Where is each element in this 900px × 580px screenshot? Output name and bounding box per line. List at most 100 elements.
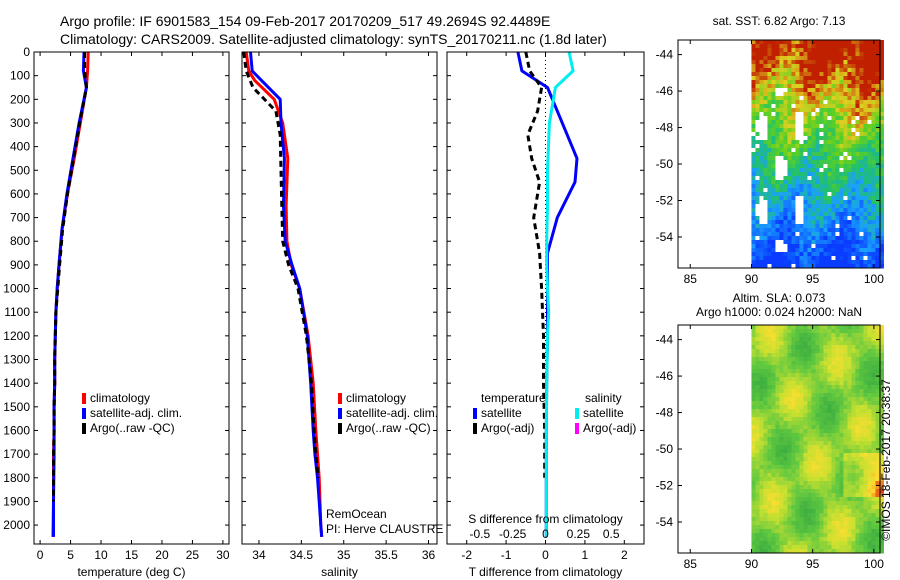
legend-label: Argo(..raw -QC) <box>346 421 431 435</box>
legend-label: satellite-adj. clim. <box>346 406 438 420</box>
legend-marker <box>473 408 477 419</box>
sla-map-title-line-1: Altim. SLA: 0.073 <box>733 291 826 305</box>
legend-label: Argo(-adj) <box>481 421 534 435</box>
x-tick-label: 1 <box>582 548 589 562</box>
sla-map-title-line-2: Argo h1000: 0.024 h2000: NaN <box>696 305 862 319</box>
map-frame <box>677 39 881 269</box>
legend-marker <box>338 393 342 404</box>
plot-frame <box>33 51 230 545</box>
legend-marker <box>338 423 342 434</box>
series-argo-raw-qc- <box>52 52 88 502</box>
series-temperature-argo-adj- <box>524 51 547 478</box>
x-tick-label: 36 <box>422 548 436 562</box>
annotation-line-1: RemOcean <box>326 507 387 521</box>
legend-heading-temperature: temperature <box>481 391 546 405</box>
x-tick-label: 35 <box>337 548 351 562</box>
legend-heading-salinity: salinity <box>585 391 622 405</box>
x-top-tick-label: 0 <box>542 527 549 541</box>
plot-frame <box>241 51 438 545</box>
y-tick-label: 1200 <box>3 329 30 343</box>
legend-marker <box>82 393 86 404</box>
series-argo-raw-qc- <box>242 51 320 478</box>
y-tick-label: -52 <box>656 194 674 208</box>
y-tick-label: 1500 <box>3 400 30 414</box>
x-top-tick-label: 0.25 <box>567 527 591 541</box>
annotation-line-2: PI: Herve CLAUSTRE <box>326 522 443 536</box>
panel-sst-map: 85 90 95 100 -44 -46 -48 -50 -52 -54 sat. SST: 6.8… <box>656 14 885 286</box>
y-tick-label: 700 <box>10 211 30 225</box>
x-tick-label: 95 <box>806 272 820 286</box>
y-tick-label: 1800 <box>3 471 30 485</box>
x-tick-label: 100 <box>864 557 884 571</box>
y-tick-label: 200 <box>10 92 30 106</box>
panel-temperature: 0 5 10 15 20 25 30 temperature (deg C) 0 100 200 30… <box>3 45 230 579</box>
y-tick-label: -50 <box>656 157 674 171</box>
y-tick-label: 400 <box>10 140 30 154</box>
y-tick-label: -48 <box>656 406 674 420</box>
y-tick-label: 1000 <box>3 282 30 296</box>
legend-marker <box>575 408 579 419</box>
legend-marker <box>575 423 579 434</box>
y-tick-label: 0 <box>23 45 30 59</box>
panel-sla-map: 85 90 95 100 -44 -46 -48 -50 -52 -54 Altim. SLA: 0… <box>656 291 885 571</box>
y-tick-label: -54 <box>656 230 674 244</box>
y-tick-label: -48 <box>656 121 674 135</box>
x-tick-label: 2 <box>621 548 628 562</box>
y-tick-label: 100 <box>10 69 30 83</box>
figure-title-line-2: Climatology: CARS2009. Satellite-adjuste… <box>60 31 607 47</box>
y-tick-label: 1400 <box>3 376 30 390</box>
y-tick-label: -46 <box>656 84 674 98</box>
y-tick-label: 600 <box>10 187 30 201</box>
legend-label: climatology <box>90 391 150 405</box>
legend-label: satellite-adj. clim. <box>90 406 182 420</box>
series-salinity-satellite <box>544 51 575 537</box>
y-tick-label: 2000 <box>3 518 30 532</box>
legend-marker <box>82 408 86 419</box>
y-tick-label: -46 <box>656 369 674 383</box>
x-tick-label: 95 <box>806 557 820 571</box>
x-top-tick-label: -0.5 <box>469 527 490 541</box>
map-frame <box>677 324 881 554</box>
sla-heatmap-cells <box>751 325 884 554</box>
x-tick-label: 30 <box>216 548 230 562</box>
y-tick-label: 900 <box>10 258 30 272</box>
x-tick-label: 15 <box>125 548 139 562</box>
x-tick-label: 0 <box>37 548 44 562</box>
y-tick-label: 1700 <box>3 447 30 461</box>
x-tick-label: 90 <box>745 557 759 571</box>
x-axis-label: T difference from climatology <box>469 565 623 579</box>
y-tick-label: 500 <box>10 163 30 177</box>
y-tick-label: -54 <box>656 515 674 529</box>
x-tick-label: 34.5 <box>290 548 314 562</box>
y-tick-label: 1300 <box>3 353 30 367</box>
x-tick-label: 85 <box>684 557 698 571</box>
y-tick-label: -44 <box>656 48 674 62</box>
y-tick-label: 300 <box>10 116 30 130</box>
y-tick-label: -44 <box>656 333 674 347</box>
legend-marker <box>82 423 86 434</box>
legend-label: climatology <box>346 391 406 405</box>
y-tick-label: 1600 <box>3 423 30 437</box>
x-tick-label: 90 <box>745 272 759 286</box>
series-satellite-adj-clim- <box>249 51 324 538</box>
x-top-tick-label: 0.5 <box>603 527 620 541</box>
x-tick-label: 0 <box>542 548 549 562</box>
figure-title-line-1: Argo profile: IF 6901583_154 09-Feb-2017… <box>60 13 551 29</box>
y-tick-label: -50 <box>656 442 674 456</box>
x-tick-label: 25 <box>186 548 200 562</box>
x-tick-label: -2 <box>461 548 472 562</box>
x-tick-label: 10 <box>94 548 108 562</box>
x-top-axis-label: S difference from climatology <box>468 512 623 526</box>
x-tick-label: -1 <box>501 548 512 562</box>
x-tick-label: 34 <box>252 548 266 562</box>
x-top-tick-label: -0.25 <box>499 527 527 541</box>
y-tick-label: -52 <box>656 479 674 493</box>
sst-heatmap-cells <box>751 40 884 269</box>
legend-label: satellite <box>583 406 624 420</box>
panel-difference: -2 -1 0 1 2 T difference from climatology -0.5… <box>446 51 645 579</box>
x-tick-label: 85 <box>684 272 698 286</box>
y-tick-label: 1900 <box>3 494 30 508</box>
x-axis-label: salinity <box>321 565 358 579</box>
sst-map-title: sat. SST: 6.82 Argo: 7.13 <box>713 14 846 28</box>
